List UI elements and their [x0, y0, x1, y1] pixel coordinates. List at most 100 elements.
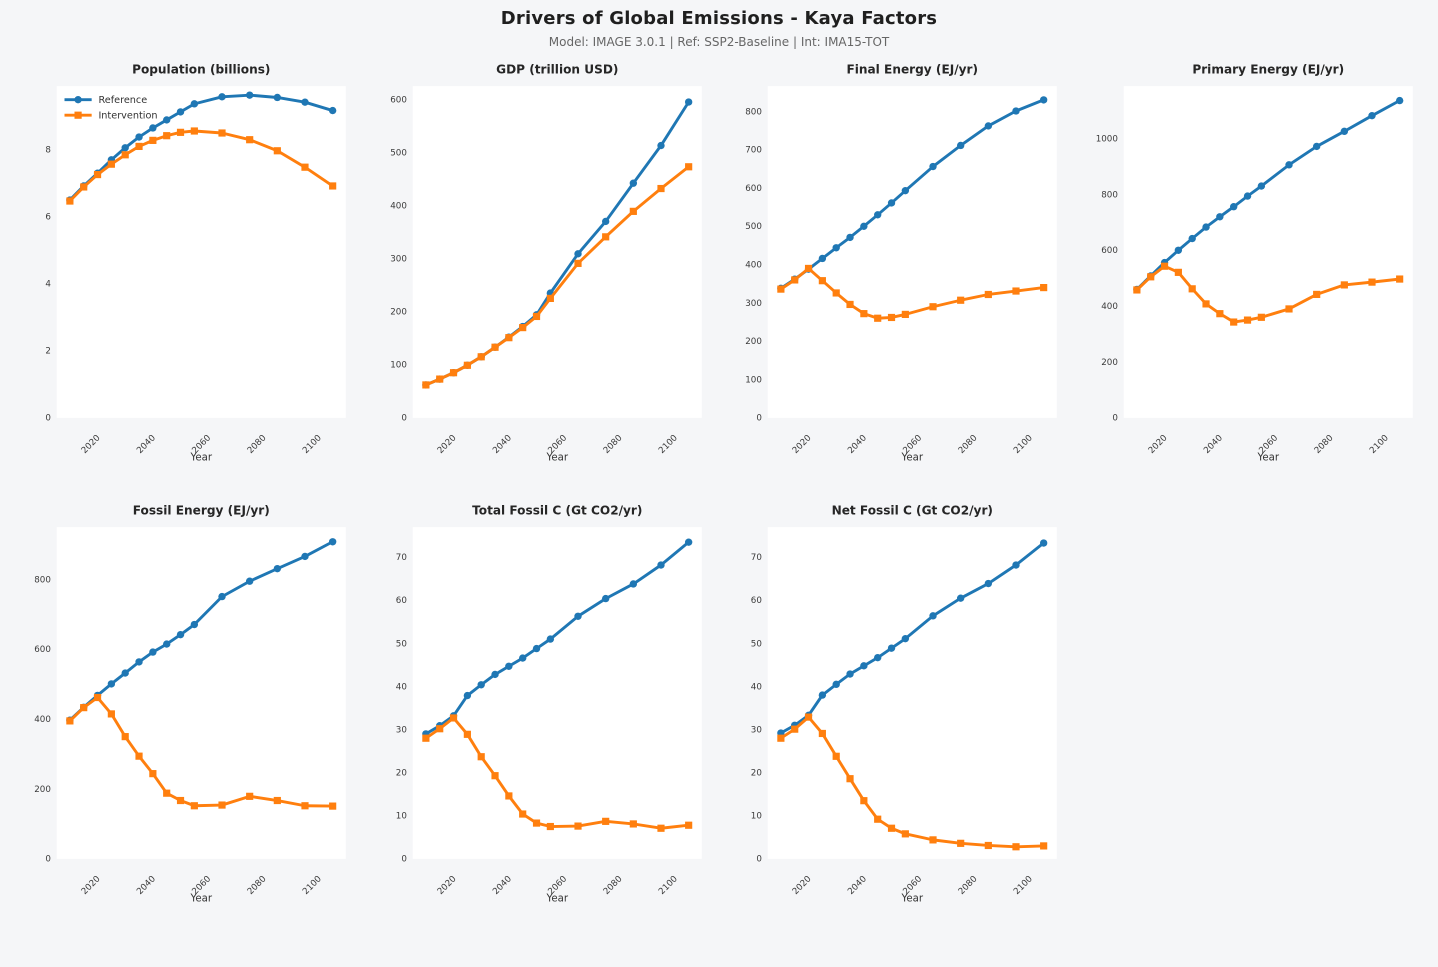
y-tick-label: 600: [1101, 246, 1118, 256]
x-tick-label: 2040: [491, 874, 514, 897]
chart-svg: Total Fossil C (Gt CO2/yr) 0 10 20 30 40 50 60 7…: [395, 504, 702, 905]
x-tick-label: 2020: [80, 433, 103, 456]
y-tick-label: 800: [745, 107, 762, 117]
series-intervention: [421, 714, 692, 832]
x-tick-label: 2020: [791, 433, 814, 456]
chart-title: GDP (trillion USD): [496, 62, 618, 76]
x-tick-label: 2100: [1012, 874, 1035, 897]
chart-title: Primary Energy (EJ/yr): [1192, 62, 1344, 76]
x-axis-label: Year: [1256, 453, 1279, 464]
x-tick-label: 2020: [435, 433, 458, 456]
x-tick-label: 2080: [957, 874, 980, 897]
chart-svg: Primary Energy (EJ/yr) 0 200 400 600 800 1000 2…: [1095, 62, 1413, 464]
chart-title: Net Fossil C (Gt CO2/yr): [832, 504, 993, 518]
x-tick-label: 2080: [1312, 433, 1335, 456]
page-subtitle: Model: IMAGE 3.0.1 | Ref: SSP2-Baseline …: [548, 35, 890, 49]
y-tick-label: 0: [1112, 414, 1118, 424]
chart-svg: Net Fossil C (Gt CO2/yr) 0 10 20 30 40 50 60 70 2…: [751, 504, 1057, 905]
y-axis: 0 200 400 600 800 1000: [1095, 135, 1117, 424]
y-tick-label: 60: [751, 596, 762, 606]
y-tick-label: 0: [756, 855, 762, 865]
x-tick-label: 2080: [246, 433, 269, 456]
y-tick-label: 400: [34, 715, 51, 725]
y-tick-label: 100: [745, 375, 762, 385]
x-tick-label: 2020: [80, 874, 103, 897]
plot-area: [412, 86, 702, 418]
x-axis-label: Year: [545, 894, 568, 905]
y-tick-label: 10: [751, 812, 762, 822]
y-tick-label: 800: [34, 575, 51, 585]
legend: Reference Intervention: [64, 95, 158, 122]
y-tick-label: 0: [401, 414, 407, 424]
x-tick-label: 2080: [601, 433, 624, 456]
y-tick-label: 300: [390, 255, 407, 265]
y-tick-label: 1000: [1095, 135, 1117, 145]
x-axis-label: Year: [545, 453, 568, 464]
y-tick-label: 70: [751, 553, 762, 563]
y-tick-label: 0: [45, 855, 51, 865]
y-tick-label: 60: [395, 596, 406, 606]
x-tick-label: 2080: [246, 874, 269, 897]
y-tick-label: 200: [390, 308, 407, 318]
y-tick-label: 8: [45, 146, 51, 156]
x-tick-label: 2020: [1146, 433, 1169, 456]
y-tick-label: 600: [34, 645, 51, 655]
x-tick-label: 2020: [435, 874, 458, 897]
chart-net-fossil-c-gt-co2-yr: Net Fossil C (Gt CO2/yr) 0 10 20 30 40 50 60 70 2…: [727, 498, 1067, 915]
charts-grid: Population (billions) 0 2 4 6 8 2020 2040 2060 20…: [0, 49, 1438, 915]
legend-label: Reference: [98, 95, 147, 106]
x-axis-label: Year: [900, 894, 923, 905]
x-tick-label: 2020: [791, 874, 814, 897]
series-intervention: [1132, 262, 1403, 326]
chart-population-billions: Population (billions) 0 2 4 6 8 2020 2040 2060 20…: [16, 57, 356, 474]
series-reference: [1132, 96, 1403, 294]
y-tick-label: 6: [45, 213, 51, 223]
y-tick-label: 10: [395, 812, 406, 822]
y-tick-label: 600: [390, 95, 407, 105]
y-axis: 0 100 200 300 400 500 600: [390, 95, 407, 423]
y-axis: 0 200 400 600 800: [34, 575, 51, 864]
y-axis: 0 10 20 30 40 50 60 70: [751, 553, 762, 865]
series-intervention: [777, 713, 1048, 851]
chart-final-energy-ej-yr: Final Energy (EJ/yr) 0 100 200 300 400 500 600 7…: [727, 57, 1067, 474]
plot-area: [1123, 86, 1413, 418]
y-tick-label: 20: [395, 769, 406, 779]
x-tick-label: 2100: [1368, 433, 1391, 456]
y-tick-label: 50: [395, 639, 406, 649]
x-axis-label: Year: [189, 894, 212, 905]
x-tick-label: 2040: [135, 433, 158, 456]
y-tick-label: 20: [751, 769, 762, 779]
legend-label: Intervention: [98, 111, 157, 122]
plot-area: [767, 86, 1057, 418]
y-tick-label: 30: [751, 726, 762, 736]
chart-gdp-trillion-usd: GDP (trillion USD) 0 100 200 300 400 500 600 202…: [372, 57, 712, 474]
y-tick-label: 100: [390, 361, 407, 371]
x-tick-label: 2080: [957, 433, 980, 456]
x-tick-label: 2040: [491, 433, 514, 456]
x-tick-label: 2040: [846, 874, 869, 897]
series-intervention: [421, 163, 692, 389]
y-tick-label: 400: [745, 261, 762, 271]
y-tick-label: 40: [751, 683, 762, 693]
y-tick-label: 600: [745, 184, 762, 194]
x-axis-label: Year: [900, 453, 923, 464]
y-tick-label: 700: [745, 146, 762, 156]
plot-area: [412, 527, 702, 859]
x-axis-label: Year: [189, 453, 212, 464]
chart-title: Population (billions): [132, 62, 270, 76]
x-tick-label: 2040: [1202, 433, 1225, 456]
chart-title: Final Energy (EJ/yr): [846, 62, 978, 76]
y-tick-label: 0: [45, 414, 51, 424]
x-tick-label: 2040: [846, 433, 869, 456]
y-axis: 0 100 200 300 400 500 600 700 800: [745, 107, 762, 423]
chart-svg: GDP (trillion USD) 0 100 200 300 400 500 600 202…: [390, 62, 702, 464]
chart-svg: Fossil Energy (EJ/yr) 0 200 400 600 800 2020 20…: [34, 504, 346, 905]
x-tick-label: 2100: [657, 433, 680, 456]
y-tick-label: 40: [395, 683, 406, 693]
x-tick-label: 2040: [135, 874, 158, 897]
y-tick-label: 0: [401, 855, 407, 865]
y-tick-label: 50: [751, 639, 762, 649]
